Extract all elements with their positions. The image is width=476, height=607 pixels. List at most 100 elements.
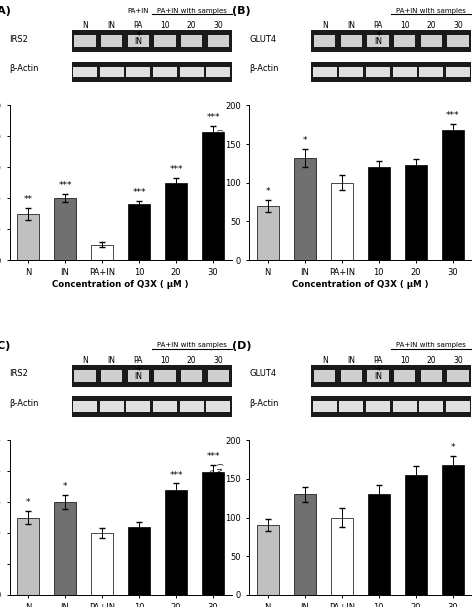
Text: GLUT4: GLUT4 [249, 369, 277, 378]
Text: (B): (B) [231, 6, 250, 16]
Bar [367, 168, 390, 260]
Bar [447, 35, 468, 47]
Bar [311, 30, 471, 52]
Bar [442, 465, 464, 595]
Text: IN: IN [347, 21, 356, 30]
Bar [394, 35, 415, 47]
Text: PA
+
IN: PA + IN [373, 21, 383, 46]
Text: ***: *** [206, 452, 220, 461]
Text: PA+IN with samples: PA+IN with samples [397, 8, 466, 13]
Text: β-Actin: β-Actin [10, 399, 39, 408]
Bar [128, 35, 149, 47]
Bar [367, 35, 389, 47]
Bar [419, 67, 443, 77]
Bar [153, 401, 177, 412]
Text: 30: 30 [453, 356, 463, 365]
Text: IN: IN [108, 356, 116, 365]
Text: 10: 10 [400, 356, 409, 365]
Bar [313, 67, 337, 77]
Text: β-Actin: β-Actin [249, 399, 279, 408]
Bar [311, 396, 471, 417]
Bar [206, 401, 230, 412]
Bar [181, 35, 202, 47]
Bar [447, 370, 468, 382]
Text: *: * [63, 482, 67, 490]
Bar [179, 401, 204, 412]
Text: ***: *** [169, 470, 183, 480]
Text: 30: 30 [213, 356, 223, 365]
Text: ***: *** [58, 181, 72, 191]
Bar [394, 370, 415, 382]
Text: 30: 30 [213, 21, 223, 30]
Text: 20: 20 [426, 356, 436, 365]
Bar [393, 67, 416, 77]
Bar [128, 205, 150, 260]
Bar [341, 370, 362, 382]
Bar [72, 396, 231, 417]
Text: *: * [450, 443, 455, 452]
Bar [74, 370, 96, 382]
Text: PA+IN with samples: PA+IN with samples [157, 8, 227, 13]
Bar [421, 35, 442, 47]
Bar [257, 525, 279, 595]
Text: ***: *** [169, 165, 183, 174]
Bar [311, 365, 471, 387]
Bar [314, 370, 336, 382]
Text: 10: 10 [160, 356, 170, 365]
Bar [72, 365, 231, 387]
Text: 30: 30 [453, 21, 463, 30]
Bar [99, 401, 124, 412]
Bar [202, 132, 224, 260]
Bar [128, 370, 149, 382]
Text: *: * [303, 136, 307, 145]
Bar [442, 130, 464, 260]
Text: IN: IN [347, 356, 356, 365]
Text: PA
+
IN: PA + IN [134, 21, 143, 46]
Bar [421, 370, 442, 382]
Bar [72, 30, 231, 52]
Text: (A): (A) [0, 6, 10, 16]
Bar [165, 183, 187, 260]
Bar [393, 401, 416, 412]
Text: PA+IN: PA+IN [128, 8, 149, 13]
Bar [257, 206, 279, 260]
Text: PA+IN with samples: PA+IN with samples [157, 342, 227, 348]
Bar [405, 165, 427, 260]
Text: ***: *** [132, 188, 146, 197]
Bar [91, 533, 113, 595]
Text: PA+IN with samples: PA+IN with samples [397, 342, 466, 348]
Bar [202, 472, 224, 595]
Bar [128, 527, 150, 595]
Bar [419, 401, 443, 412]
Text: N: N [322, 356, 327, 365]
Bar [446, 401, 470, 412]
Text: IRS2: IRS2 [10, 369, 29, 378]
Text: 10: 10 [160, 21, 170, 30]
Bar [313, 401, 337, 412]
Text: β-Actin: β-Actin [10, 64, 39, 73]
Text: N: N [82, 356, 88, 365]
Text: N: N [82, 21, 88, 30]
Text: *: * [26, 498, 30, 507]
Bar [367, 494, 390, 595]
Text: 20: 20 [187, 356, 197, 365]
Text: IRS2: IRS2 [10, 35, 29, 44]
Bar [54, 502, 76, 595]
Text: (D): (D) [231, 341, 251, 351]
Y-axis label: Ratio of GLUT - 4 / β - actin
expression level ( %of PA+IN ): Ratio of GLUT - 4 / β - actin expression… [210, 463, 224, 572]
Bar [366, 67, 390, 77]
Bar [154, 370, 176, 382]
Bar [101, 35, 122, 47]
Text: **: ** [23, 195, 32, 203]
Bar [153, 67, 177, 77]
Text: 20: 20 [187, 21, 197, 30]
Bar [73, 67, 97, 77]
Bar [101, 370, 122, 382]
Bar [208, 35, 229, 47]
Text: 20: 20 [426, 21, 436, 30]
Bar [126, 67, 150, 77]
Bar [367, 370, 389, 382]
Text: IN: IN [108, 21, 116, 30]
Text: N: N [322, 21, 327, 30]
Text: GLUT4: GLUT4 [249, 35, 277, 44]
